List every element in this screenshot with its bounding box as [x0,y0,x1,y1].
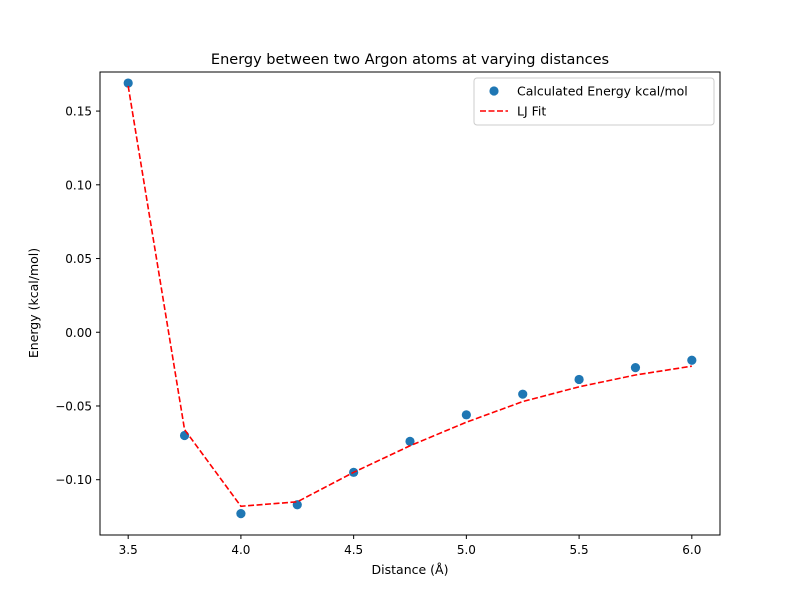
y-tick-label: 0.05 [65,252,92,266]
data-point [123,78,133,88]
y-tick-label: 0.15 [65,105,92,119]
data-point [574,374,584,385]
data-point [518,389,528,399]
y-axis-ticks: −0.10 −0.05 0.00 0.05 0.10 0.15 [55,105,100,487]
x-tick-label: 5.0 [457,543,476,557]
legend-marker-swatch [489,86,499,96]
x-tick-label: 4.0 [231,543,250,557]
data-point [236,509,246,519]
y-tick-label: 0.10 [65,178,92,192]
x-tick-label: 5.5 [570,543,589,557]
data-point [630,363,641,373]
plot-area [99,71,721,536]
axes-frame [99,71,721,536]
data-point [179,430,190,441]
x-tick-label: 4.5 [344,543,363,557]
legend-label: Calculated Energy kcal/mol [517,84,688,99]
chart-title: Energy between two Argon atoms at varyin… [211,52,609,68]
data-point [687,355,697,365]
y-tick-label: 0.00 [65,326,92,340]
x-axis-ticks: 3.5 4.0 4.5 5.0 5.5 6.0 [119,535,701,557]
legend-label: LJ Fit [517,104,546,119]
lj-fit-line [127,85,692,508]
data-point [405,436,415,446]
legend: Calculated Energy kcal/mol LJ Fit [473,77,715,126]
y-tick-label: −0.05 [55,399,92,413]
data-point [461,410,471,420]
x-tick-label: 6.0 [682,543,701,557]
x-axis-label: Distance (Å) [372,562,449,577]
y-tick-label: −0.10 [55,473,92,487]
legend-box [473,77,715,126]
x-tick-label: 3.5 [119,543,138,557]
y-axis-label: Energy (kcal/mol) [26,248,41,358]
